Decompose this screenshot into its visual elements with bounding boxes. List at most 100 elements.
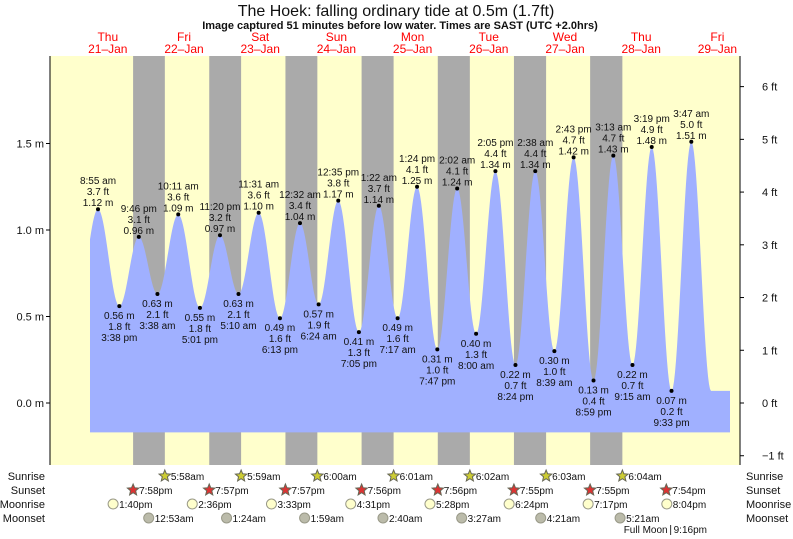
day-weekday: Wed [553, 30, 577, 44]
tide-point [533, 169, 538, 174]
tide-label-time: 6:24 am [301, 331, 337, 342]
tide-label-ft: 3.7 ft [368, 184, 390, 195]
day-date: 21–Jan [88, 42, 127, 56]
tide-label-m: 1.10 m [243, 202, 274, 213]
sunset-time: 7:55pm [520, 486, 553, 497]
moonset-time: 12:53am [155, 514, 194, 525]
tide-point [571, 155, 576, 160]
tide-label-m: 0.56 m [104, 311, 135, 322]
day-weekday: Sun [326, 30, 347, 44]
moonset-icon [299, 512, 311, 524]
sunrise-time: 6:00am [323, 472, 356, 483]
axes: 0.0 m 0.5 m 1.0 m 1.5 m −1 ft 0 ft 1 ft 2 ft 3 f… [16, 56, 784, 465]
tide-label-m: 0.22 m [617, 370, 648, 381]
tide-label-time: 7:47 pm [419, 376, 455, 387]
tide-label-time: 8:55 am [80, 176, 116, 187]
tide-label-ft: 1.9 ft [307, 320, 329, 331]
tide-label-ft: 1.8 ft [189, 324, 211, 335]
tide-point [630, 362, 635, 367]
sunrise-time: 6:03am [552, 472, 585, 483]
right-tick-label: 2 ft [762, 293, 777, 305]
sunrise-icon [157, 468, 172, 482]
moonrise-icon [107, 498, 119, 510]
day-weekday: Sat [251, 30, 270, 44]
moonset-time: 2:40am [389, 514, 422, 525]
tide-label-time: 1:22 am [361, 173, 397, 184]
moonset-time: 5:21am [626, 514, 659, 525]
tide-label-ft: 0.7 ft [621, 381, 643, 392]
sunrise-time: 6:02am [476, 472, 509, 483]
row-label-left: Moonset [3, 513, 45, 525]
tide-label-m: 0.96 m [124, 226, 155, 237]
sunset-icon [354, 482, 369, 496]
moonset-icon [456, 512, 468, 524]
tide-label-ft: 4.1 ft [406, 165, 428, 176]
tide-label-ft: 4.1 ft [446, 166, 468, 177]
moonrise-icon [424, 498, 436, 510]
tide-label-ft: 3.4 ft [289, 201, 311, 212]
tide-label-m: 0.41 m [344, 337, 375, 348]
tide-label-ft: 3.2 ft [209, 213, 231, 224]
tide-label-time: 8:39 am [536, 378, 572, 389]
day-weekday: Mon [401, 30, 424, 44]
tide-label-m: 0.63 m [223, 299, 254, 310]
tide-label-time: 8:24 pm [497, 392, 533, 403]
sunrise-time: 5:58am [171, 472, 204, 483]
left-tick-label: 1.0 m [16, 225, 44, 237]
tide-label-time: 7:05 pm [341, 359, 377, 370]
tide-label-ft: 2.1 ft [146, 310, 168, 321]
day-labels: Thu21–JanFri22–JanSat23–JanSun24–JanMon2… [88, 30, 737, 56]
tide-point [316, 302, 321, 307]
sunset-icon [506, 482, 521, 496]
chart-subtitle: Image captured 51 minutes before low wat… [202, 20, 598, 32]
tide-label-time: 11:31 am [238, 180, 279, 191]
row-label-left: Sunrise [8, 471, 45, 483]
tide-label-m: 1.34 m [480, 160, 511, 171]
moonset-time: 1:24am [233, 514, 266, 525]
moonset-icon [221, 512, 233, 524]
sunset-time: 7:56pm [368, 486, 401, 497]
tide-label-time: 3:19 pm [634, 114, 670, 125]
tide-label-ft: 3.6 ft [167, 192, 189, 203]
row-label-left: Sunset [11, 485, 45, 497]
moonrise-icon [345, 498, 357, 510]
tide-label-ft: 4.4 ft [484, 149, 506, 160]
tide-label-time: 2:05 pm [477, 138, 513, 149]
sunset-icon [202, 482, 217, 496]
tide-label-ft: 5.0 ft [680, 120, 702, 131]
tide-point [117, 304, 122, 309]
row-label-right: Moonrise [746, 499, 791, 511]
day-date: 25–Jan [393, 42, 432, 56]
tide-label-ft: 1.6 ft [269, 334, 291, 345]
tide-label-m: 0.49 m [265, 323, 296, 334]
tide-point [277, 316, 282, 321]
tide-label-time: 12:35 pm [317, 168, 359, 179]
tide-point [336, 198, 341, 203]
tide-label-ft: 0.4 ft [582, 397, 604, 408]
tide-label-ft: 1.3 ft [465, 350, 487, 361]
tide-label-time: 3:38 am [139, 321, 175, 332]
tide-label-m: 1.34 m [520, 160, 551, 171]
moonset-icon [143, 512, 155, 524]
tide-label-time: 9:46 pm [121, 204, 157, 215]
sunrise-icon [462, 468, 477, 482]
tide-point [669, 388, 674, 393]
tide-label-time: 7:17 am [380, 345, 416, 356]
day-date: 29–Jan [698, 42, 737, 56]
moonset-icon [377, 512, 389, 524]
tide-label-ft: 4.9 ft [641, 125, 663, 136]
tide-label-m: 0.97 m [205, 224, 236, 235]
tide-label-m: 1.43 m [598, 145, 629, 156]
tide-point [217, 233, 222, 238]
tide-point [197, 305, 202, 310]
tide-label-time: 5:10 am [220, 321, 256, 332]
moonrise-time: 3:33pm [277, 500, 310, 511]
sunset-icon [430, 482, 445, 496]
row-label-left: Moonrise [0, 499, 45, 511]
left-tick-label: 0.0 m [16, 398, 44, 410]
tide-label-ft: 4.7 ft [563, 135, 585, 146]
tide-point [96, 207, 101, 212]
tide-label-time: 5:01 pm [182, 335, 218, 346]
sunrise-time: 6:01am [400, 472, 433, 483]
tide-label-time: 8:59 pm [575, 408, 611, 419]
